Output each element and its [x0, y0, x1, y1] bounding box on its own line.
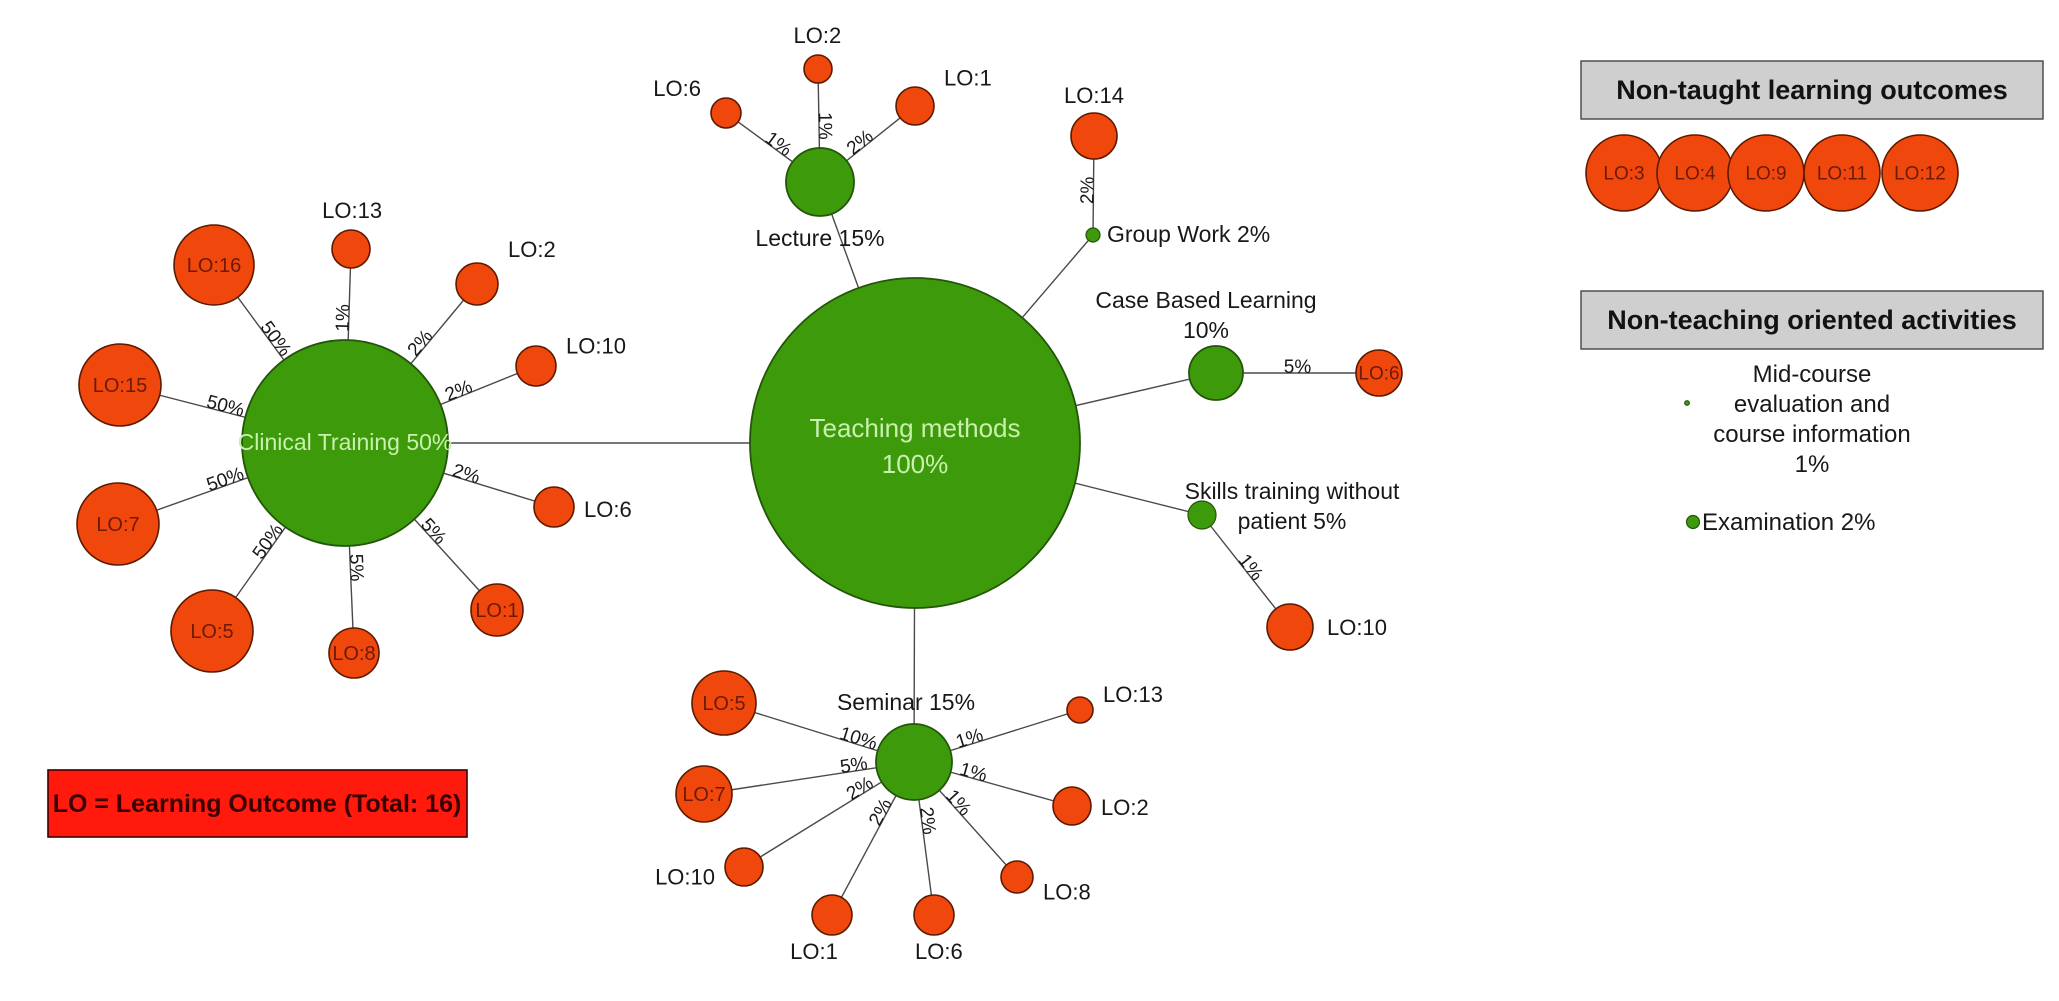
svg-text:100%: 100% — [882, 449, 949, 479]
svg-text:Skills training without: Skills training without — [1185, 478, 1400, 504]
svg-text:5%: 5% — [1284, 357, 1312, 378]
svg-text:LO:8: LO:8 — [1043, 879, 1091, 904]
svg-text:LO:2: LO:2 — [508, 237, 556, 262]
svg-text:LO:7: LO:7 — [682, 784, 725, 806]
svg-text:Group Work 2%: Group Work 2% — [1107, 221, 1270, 247]
svg-text:patient 5%: patient 5% — [1238, 508, 1347, 534]
svg-text:10%: 10% — [1183, 317, 1229, 343]
svg-text:2%: 2% — [915, 806, 939, 836]
svg-text:1%: 1% — [1795, 451, 1830, 478]
svg-text:LO:8: LO:8 — [332, 643, 375, 665]
svg-text:Non-taught learning outcomes: Non-taught learning outcomes — [1616, 75, 2008, 105]
svg-text:course information: course information — [1713, 421, 1910, 448]
svg-text:Clinical Training 50%: Clinical Training 50% — [238, 429, 453, 455]
svg-text:Teaching methods: Teaching methods — [809, 413, 1020, 443]
svg-text:LO:12: LO:12 — [1894, 164, 1946, 185]
svg-text:2%: 2% — [1077, 176, 1098, 204]
svg-text:LO:9: LO:9 — [1745, 164, 1786, 185]
svg-text:1%: 1% — [814, 112, 835, 140]
svg-text:LO:6: LO:6 — [584, 497, 632, 522]
svg-text:LO:2: LO:2 — [794, 23, 842, 48]
svg-text:5%: 5% — [345, 553, 367, 581]
svg-text:Lecture 15%: Lecture 15% — [755, 225, 884, 251]
svg-text:LO = Learning Outcome (Total:: LO = Learning Outcome (Total: 16) — [53, 790, 462, 818]
svg-text:LO:11: LO:11 — [1817, 164, 1867, 185]
svg-text:Non-teaching oriented activiti: Non-teaching oriented activities — [1607, 305, 2017, 335]
svg-text:LO:6: LO:6 — [653, 76, 701, 101]
svg-text:1%: 1% — [332, 304, 354, 332]
svg-text:LO:5: LO:5 — [702, 693, 745, 715]
svg-text:LO:16: LO:16 — [187, 255, 241, 277]
svg-text:LO:5: LO:5 — [190, 621, 233, 643]
svg-text:LO:2: LO:2 — [1101, 795, 1149, 820]
svg-text:LO:3: LO:3 — [1603, 164, 1644, 185]
svg-text:LO:15: LO:15 — [93, 375, 147, 397]
svg-text:LO:7: LO:7 — [96, 514, 139, 536]
svg-text:Seminar 15%: Seminar 15% — [837, 689, 975, 715]
svg-text:LO:13: LO:13 — [1103, 682, 1163, 707]
svg-text:LO:10: LO:10 — [566, 333, 626, 358]
svg-text:Case Based Learning: Case Based Learning — [1095, 287, 1316, 313]
svg-text:evaluation and: evaluation and — [1734, 391, 1890, 418]
svg-text:LO:1: LO:1 — [944, 65, 992, 90]
svg-text:LO:6: LO:6 — [1358, 364, 1399, 385]
svg-text:Mid-course: Mid-course — [1753, 361, 1872, 388]
svg-text:LO:14: LO:14 — [1064, 83, 1124, 108]
svg-text:LO:1: LO:1 — [790, 939, 838, 964]
svg-text:LO:10: LO:10 — [655, 864, 715, 889]
svg-text:LO:10: LO:10 — [1327, 615, 1387, 640]
svg-text:Examination 2%: Examination 2% — [1702, 509, 1875, 536]
svg-text:LO:1: LO:1 — [475, 600, 518, 622]
svg-text:LO:4: LO:4 — [1674, 164, 1716, 185]
svg-text:LO:13: LO:13 — [322, 198, 382, 223]
svg-text:LO:6: LO:6 — [915, 939, 963, 964]
